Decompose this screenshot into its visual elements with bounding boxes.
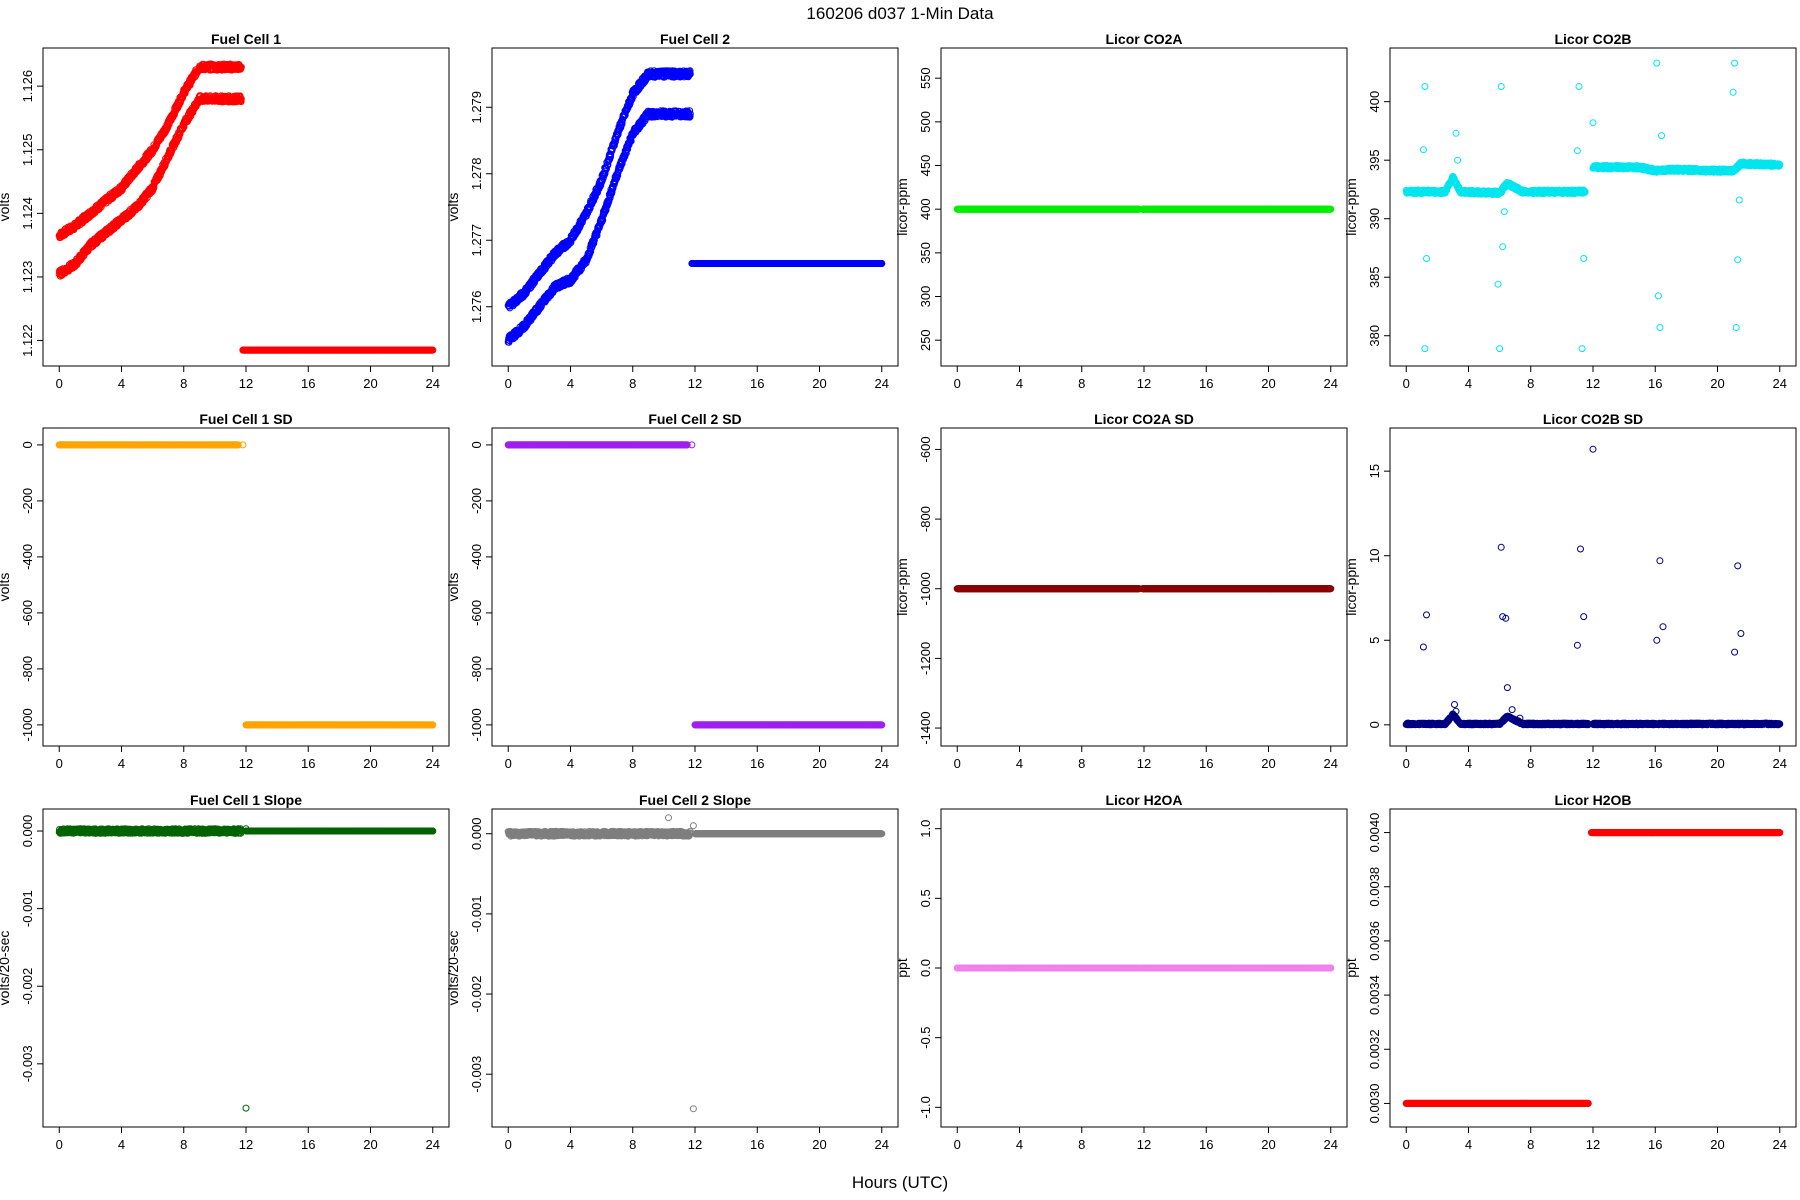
panel-title: Fuel Cell 1 — [211, 31, 281, 47]
data-series — [55, 60, 437, 354]
x-tick-label: 4 — [118, 376, 125, 391]
y-tick-label: 250 — [918, 329, 933, 351]
y-axis-label: licor-ppm — [894, 178, 910, 236]
x-tick-label: 0 — [505, 376, 512, 391]
x-tick-label: 24 — [875, 376, 889, 391]
y-tick-label: 1.126 — [20, 70, 35, 103]
x-tick-label: 16 — [750, 376, 764, 391]
x-tick-label: 12 — [688, 376, 702, 391]
data-point — [170, 111, 178, 119]
data-point — [95, 205, 103, 213]
panel-grid: Fuel Cell 1 volts 0 4 8 12 16 20 24 1.122 1.123 1.1… — [0, 31, 1797, 1152]
x-tick-label: 8 — [1078, 376, 1085, 391]
panel-title: Licor CO2A — [1105, 31, 1182, 47]
chart-panel: Fuel Cell 2 volts 0 4 8 12 16 20 24 1.276 1.277 1.2… — [445, 31, 899, 391]
y-axis-label: volts — [445, 193, 461, 222]
x-tick-label: 0 — [56, 376, 63, 391]
data-series — [504, 67, 886, 346]
x-tick-label: 16 — [301, 376, 315, 391]
y-tick-label: 400 — [918, 198, 933, 220]
figure-x-axis-label: Hours (UTC) — [852, 1173, 948, 1192]
panel-title: Fuel Cell 2 — [660, 31, 730, 47]
y-axis-label: volts — [0, 193, 12, 222]
y-tick-label: 300 — [918, 286, 933, 308]
y-tick-label: 1.278 — [469, 157, 484, 190]
x-tick-label: 4 — [567, 376, 574, 391]
y-tick-label: 350 — [918, 242, 933, 264]
x-tick-label: 0 — [954, 376, 961, 391]
x-tick-label: 20 — [812, 376, 826, 391]
y-tick-label: 1.124 — [20, 197, 35, 230]
x-tick-label: 8 — [180, 376, 187, 391]
y-tick-label: 1.276 — [469, 290, 484, 323]
data-point — [162, 128, 170, 136]
data-series — [953, 205, 1335, 213]
x-tick-label: 8 — [629, 376, 636, 391]
y-tick-label: 550 — [918, 67, 933, 89]
y-tick-label: 450 — [918, 155, 933, 177]
y-tick-label: 1.123 — [20, 261, 35, 294]
x-tick-label: 20 — [1261, 376, 1275, 391]
y-tick-label: 500 — [918, 111, 933, 133]
figure-title: 160206 d037 1-Min Data — [806, 4, 994, 23]
plot-frame — [491, 47, 899, 367]
x-tick-label: 24 — [1324, 376, 1338, 391]
y-tick-label: 1.279 — [469, 91, 484, 124]
x-tick-label: 4 — [1016, 376, 1023, 391]
chart-panel: Licor CO2A licor-ppm 0 4 8 12 16 20 24 250 300 350 4… — [894, 31, 1348, 391]
x-tick-label: 20 — [363, 376, 377, 391]
x-tick-label: 12 — [239, 376, 253, 391]
y-tick-label: 1.122 — [20, 324, 35, 357]
x-tick-label: 16 — [1199, 376, 1213, 391]
y-tick-label: 1.125 — [20, 133, 35, 166]
chart-panel: Fuel Cell 1 volts 0 4 8 12 16 20 24 1.122 1.123 1.1… — [0, 31, 450, 391]
x-tick-label: 12 — [1137, 376, 1151, 391]
y-tick-label: 1.277 — [469, 224, 484, 257]
x-tick-label: 24 — [426, 376, 440, 391]
